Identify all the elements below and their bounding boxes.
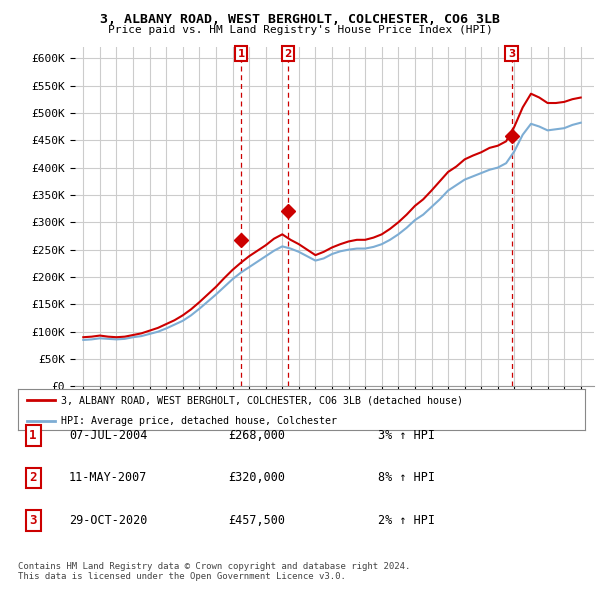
Text: 2% ↑ HPI: 2% ↑ HPI [378,514,435,527]
Text: 3: 3 [508,49,515,59]
Text: Price paid vs. HM Land Registry's House Price Index (HPI): Price paid vs. HM Land Registry's House … [107,25,493,35]
Text: 07-JUL-2004: 07-JUL-2004 [69,429,148,442]
Text: 11-MAY-2007: 11-MAY-2007 [69,471,148,484]
Text: 29-OCT-2020: 29-OCT-2020 [69,514,148,527]
Text: £320,000: £320,000 [228,471,285,484]
Text: 1: 1 [238,49,245,59]
Text: £268,000: £268,000 [228,429,285,442]
Text: 2: 2 [284,49,292,59]
Text: 8% ↑ HPI: 8% ↑ HPI [378,471,435,484]
Text: Contains HM Land Registry data © Crown copyright and database right 2024.
This d: Contains HM Land Registry data © Crown c… [18,562,410,581]
Text: HPI: Average price, detached house, Colchester: HPI: Average price, detached house, Colc… [61,416,337,426]
Text: 1: 1 [29,429,37,442]
Text: £457,500: £457,500 [228,514,285,527]
Text: 3% ↑ HPI: 3% ↑ HPI [378,429,435,442]
Text: 3: 3 [29,514,37,527]
Text: 3, ALBANY ROAD, WEST BERGHOLT, COLCHESTER, CO6 3LB (detached house): 3, ALBANY ROAD, WEST BERGHOLT, COLCHESTE… [61,395,463,405]
Text: 3, ALBANY ROAD, WEST BERGHOLT, COLCHESTER, CO6 3LB: 3, ALBANY ROAD, WEST BERGHOLT, COLCHESTE… [100,13,500,26]
Text: 2: 2 [29,471,37,484]
